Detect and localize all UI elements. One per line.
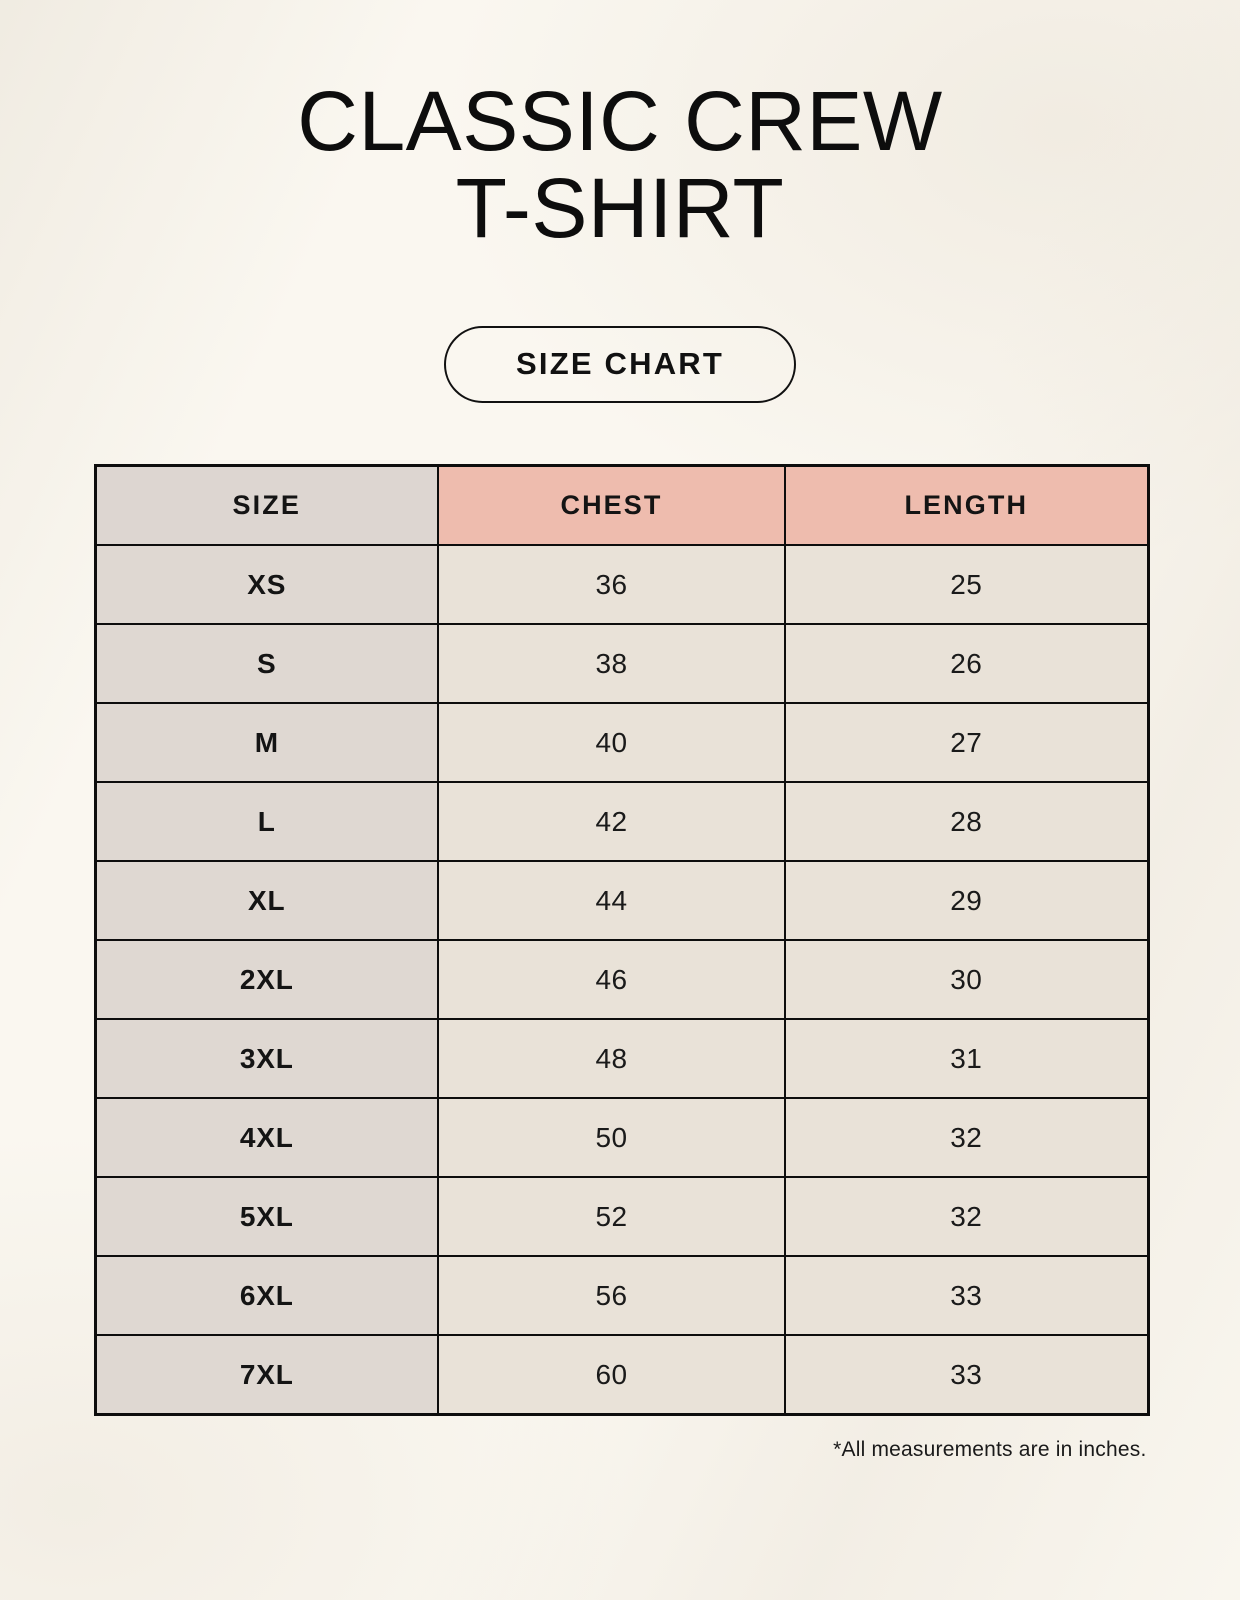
table-header: SIZE CHEST LENGTH bbox=[94, 464, 1149, 547]
size-chart-table: SIZE CHEST LENGTH XS 36 25 S 38 26 M bbox=[93, 464, 1150, 1417]
cell-chest: 36 bbox=[437, 544, 786, 626]
cell-size: 3XL bbox=[94, 1018, 439, 1100]
cell-size: XL bbox=[94, 860, 439, 942]
cell-size: 4XL bbox=[94, 1097, 439, 1179]
table-row: 5XL 52 32 bbox=[94, 1176, 1149, 1258]
page-title: CLASSIC CREW T-SHIRT bbox=[0, 78, 1240, 251]
column-header-size: SIZE bbox=[94, 464, 439, 547]
table-row: L 42 28 bbox=[94, 781, 1149, 863]
cell-size: 5XL bbox=[94, 1176, 439, 1258]
title-block: CLASSIC CREW T-SHIRT bbox=[0, 0, 1240, 251]
cell-chest: 60 bbox=[437, 1334, 786, 1416]
cell-length: 30 bbox=[784, 939, 1149, 1021]
table-body: XS 36 25 S 38 26 M 40 27 L 42 28 bbox=[94, 544, 1149, 1416]
measurement-footnote: *All measurements are in inches. bbox=[833, 1438, 1147, 1462]
cell-length: 32 bbox=[784, 1176, 1149, 1258]
size-table-wrap: SIZE CHEST LENGTH XS 36 25 S 38 26 M bbox=[93, 464, 1150, 1417]
page-title-line-2: T-SHIRT bbox=[455, 160, 785, 255]
table-row: 2XL 46 30 bbox=[94, 939, 1149, 1021]
table-row: S 38 26 bbox=[94, 623, 1149, 705]
column-header-chest: CHEST bbox=[437, 464, 786, 547]
cell-chest: 42 bbox=[437, 781, 786, 863]
cell-length: 25 bbox=[784, 544, 1149, 626]
cell-chest: 48 bbox=[437, 1018, 786, 1100]
cell-length: 27 bbox=[784, 702, 1149, 784]
cell-size: L bbox=[94, 781, 439, 863]
cell-size: 2XL bbox=[94, 939, 439, 1021]
table-row: 7XL 60 33 bbox=[94, 1334, 1149, 1416]
cell-chest: 44 bbox=[437, 860, 786, 942]
cell-length: 33 bbox=[784, 1255, 1149, 1337]
cell-chest: 50 bbox=[437, 1097, 786, 1179]
table-row: 6XL 56 33 bbox=[94, 1255, 1149, 1337]
page-title-line-1: CLASSIC CREW bbox=[297, 74, 943, 168]
cell-chest: 40 bbox=[437, 702, 786, 784]
table-header-row: SIZE CHEST LENGTH bbox=[94, 464, 1149, 547]
table-row: 3XL 48 31 bbox=[94, 1018, 1149, 1100]
cell-chest: 46 bbox=[437, 939, 786, 1021]
column-header-length: LENGTH bbox=[784, 464, 1149, 547]
table-row: XS 36 25 bbox=[94, 544, 1149, 626]
cell-length: 33 bbox=[784, 1334, 1149, 1416]
size-chart-badge[interactable]: SIZE CHART bbox=[444, 326, 796, 404]
table-row: XL 44 29 bbox=[94, 860, 1149, 942]
cell-length: 32 bbox=[784, 1097, 1149, 1179]
size-chart-pill-wrap: SIZE CHART bbox=[0, 326, 1240, 404]
cell-size: 7XL bbox=[94, 1334, 439, 1416]
cell-size: M bbox=[94, 702, 439, 784]
cell-chest: 52 bbox=[437, 1176, 786, 1258]
cell-chest: 56 bbox=[437, 1255, 786, 1337]
cell-chest: 38 bbox=[437, 623, 786, 705]
cell-length: 26 bbox=[784, 623, 1149, 705]
cell-size: 6XL bbox=[94, 1255, 439, 1337]
cell-length: 29 bbox=[784, 860, 1149, 942]
cell-length: 28 bbox=[784, 781, 1149, 863]
cell-size: XS bbox=[94, 544, 439, 626]
table-row: M 40 27 bbox=[94, 702, 1149, 784]
cell-length: 31 bbox=[784, 1018, 1149, 1100]
table-row: 4XL 50 32 bbox=[94, 1097, 1149, 1179]
cell-size: S bbox=[94, 623, 439, 705]
